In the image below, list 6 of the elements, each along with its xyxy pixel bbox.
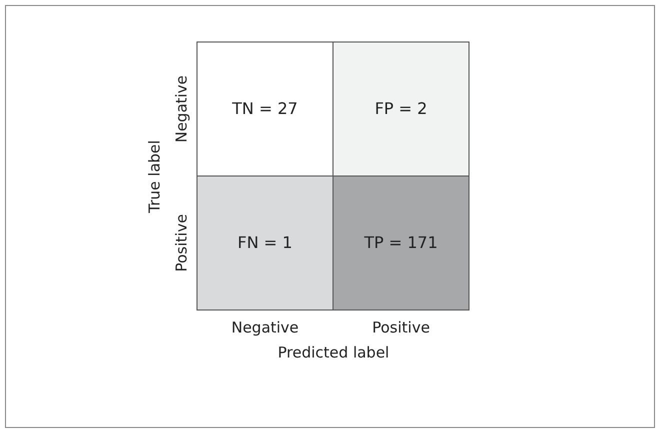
data-label: FN = 1: [238, 233, 292, 252]
data-label: FP = 2: [374, 99, 428, 118]
y-axis-title: True label: [146, 140, 164, 214]
x-axis-title: Predicted label: [278, 344, 390, 362]
data-label: TN = 27: [231, 99, 298, 118]
data-label: TP = 171: [363, 233, 438, 252]
